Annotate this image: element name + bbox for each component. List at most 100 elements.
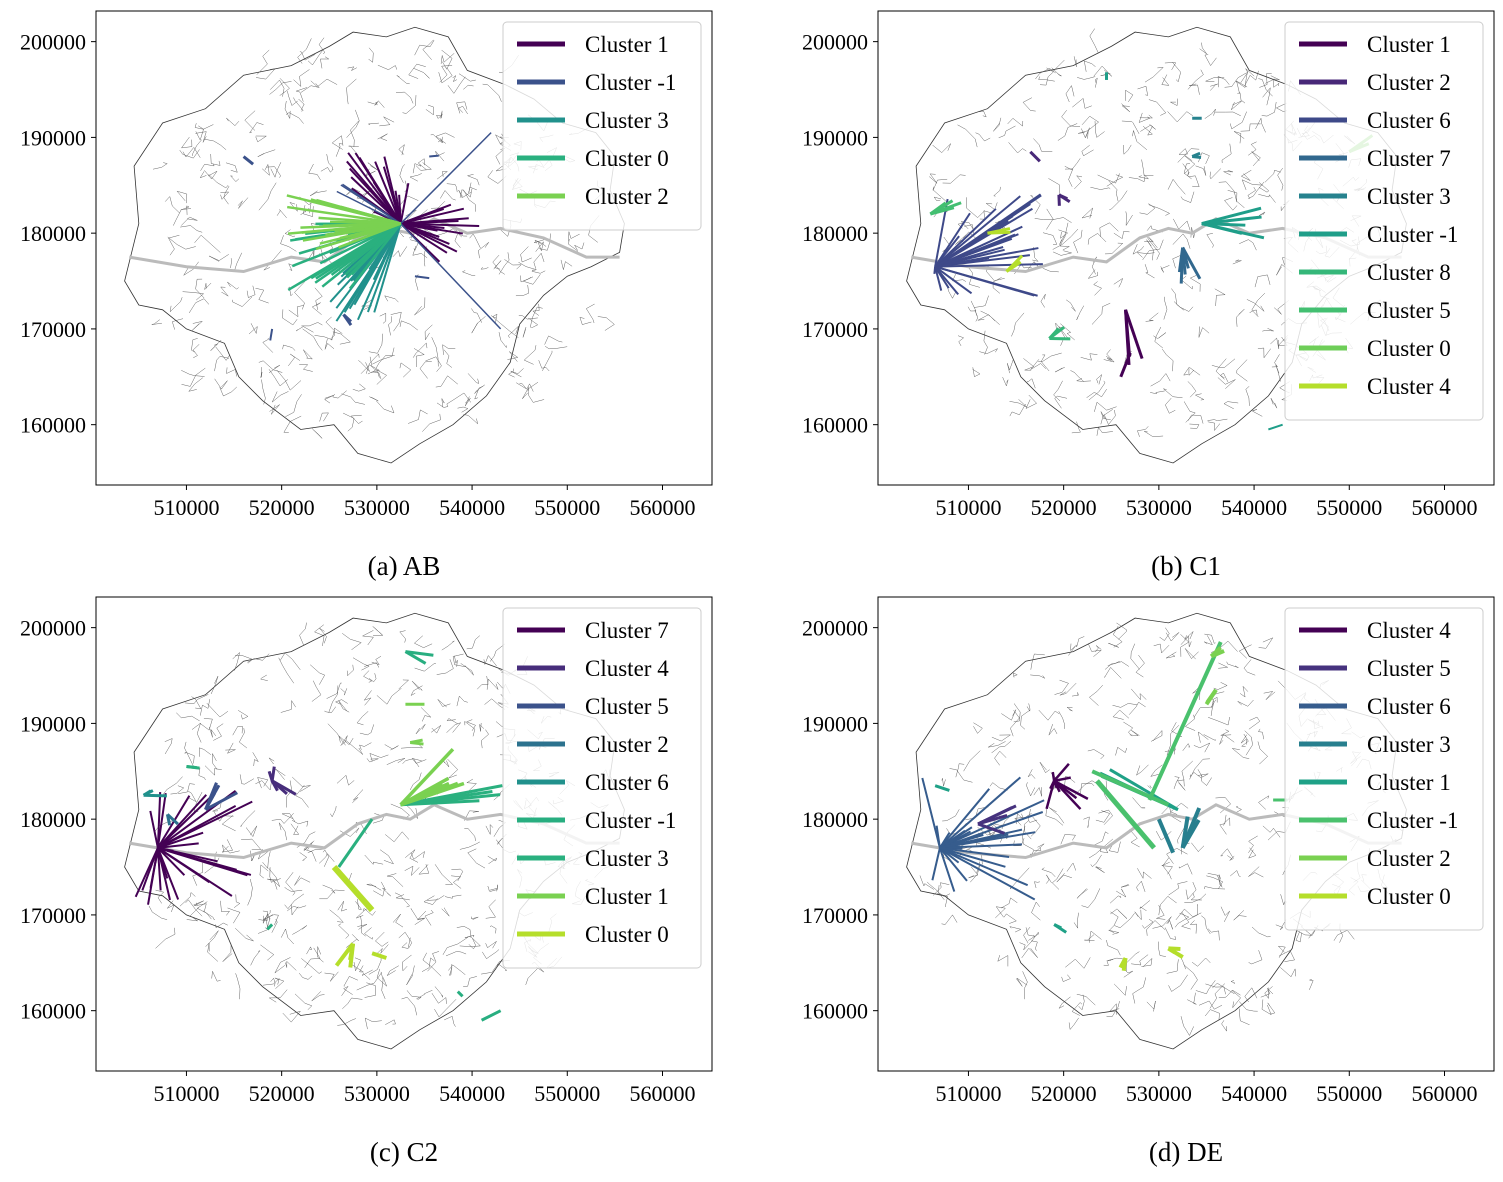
y-tick-label: 160000 (802, 999, 868, 1024)
flow-line (186, 766, 199, 768)
x-tick-label: 560000 (1411, 495, 1477, 520)
legend-label: Cluster 1 (585, 884, 669, 909)
flow-line (244, 157, 254, 165)
legend-label: Cluster 6 (585, 770, 669, 795)
x-tick-label: 540000 (439, 1081, 505, 1106)
flow-lines (922, 642, 1287, 971)
legend: Cluster 1 Cluster 2 Cluster 6 Cluster 7 Clus… (1285, 22, 1483, 420)
x-tick-label: 560000 (629, 1081, 695, 1106)
flow-lines (244, 133, 501, 341)
flow-line (458, 992, 463, 997)
x-tick-label: 520000 (249, 495, 315, 520)
x-tick-label: 530000 (1126, 1081, 1192, 1106)
y-tick-label: 200000 (802, 30, 868, 55)
legend-label: Cluster 2 (585, 732, 669, 757)
legend-label: Cluster 6 (1367, 108, 1451, 133)
flow-line (270, 329, 272, 340)
x-tick-label: 520000 (1031, 1081, 1097, 1106)
flow-line (1054, 781, 1080, 809)
legend-label: Cluster 3 (585, 108, 669, 133)
legend-label: Cluster 4 (1367, 374, 1451, 399)
flow-line (401, 133, 491, 224)
legend-label: Cluster 3 (1367, 732, 1451, 757)
x-tick-label: 510000 (153, 1081, 219, 1106)
x-tick-label: 510000 (935, 1081, 1001, 1106)
y-tick-label: 170000 (802, 903, 868, 928)
panel-caption: (b) C1 (1151, 551, 1221, 581)
flow-line (1181, 248, 1182, 284)
y-tick-label: 170000 (802, 317, 868, 342)
flow-line (922, 778, 940, 848)
flow-line (482, 1011, 501, 1021)
x-tick-label: 560000 (1411, 1081, 1477, 1106)
flow-line (429, 156, 439, 157)
flow-line (935, 786, 949, 791)
panel-caption: (a) AB (368, 551, 441, 581)
flow-line (932, 848, 939, 880)
flow-line (934, 267, 935, 274)
legend-label: Cluster 7 (585, 618, 669, 643)
legend-label: Cluster 3 (585, 846, 669, 871)
y-tick-label: 190000 (802, 125, 868, 150)
legend-label: Cluster 0 (1367, 336, 1451, 361)
x-tick-label: 560000 (629, 495, 695, 520)
legend-label: Cluster 4 (1367, 618, 1451, 643)
x-tick-label: 540000 (1221, 1081, 1287, 1106)
legend-label: Cluster 8 (1367, 260, 1451, 285)
legend-label: Cluster 2 (1367, 846, 1451, 871)
legend-label: Cluster 7 (1367, 146, 1451, 171)
flow-line (1268, 425, 1282, 430)
panel-caption: (c) C2 (370, 1137, 438, 1167)
legend-label: Cluster 2 (1367, 70, 1451, 95)
legend-label: Cluster 0 (585, 922, 669, 947)
legend-label: Cluster -1 (1367, 808, 1458, 833)
y-tick-label: 180000 (20, 221, 86, 246)
flow-line (1149, 642, 1220, 800)
y-tick-label: 180000 (20, 807, 86, 832)
legend-label: Cluster 6 (1367, 694, 1451, 719)
flow-line (269, 771, 272, 781)
flow-line (1054, 924, 1061, 928)
legend-label: Cluster -1 (585, 70, 676, 95)
legend-label: Cluster 5 (1367, 656, 1451, 681)
x-tick-label: 530000 (344, 495, 410, 520)
y-tick-label: 200000 (802, 616, 868, 641)
x-tick-label: 510000 (935, 495, 1001, 520)
flow-line (372, 953, 386, 958)
x-tick-label: 550000 (1316, 1081, 1382, 1106)
flow-line (415, 276, 429, 278)
x-tick-label: 520000 (1031, 495, 1097, 520)
flow-line (940, 848, 1006, 867)
x-tick-label: 510000 (153, 495, 219, 520)
legend: Cluster 7 Cluster 4 Cluster 5 Cluster 2 Clus… (503, 608, 701, 968)
x-tick-label: 520000 (249, 1081, 315, 1106)
x-tick-label: 540000 (1221, 495, 1287, 520)
legend-label: Cluster 4 (585, 656, 669, 681)
flow-line (1030, 152, 1040, 162)
legend-label: Cluster 5 (585, 694, 669, 719)
flow-line (350, 944, 353, 968)
legend-label: Cluster 2 (585, 184, 669, 209)
panel-caption: (d) DE (1149, 1137, 1223, 1167)
x-tick-label: 540000 (439, 495, 505, 520)
legend-label: Cluster 1 (585, 32, 669, 57)
legend-label: Cluster 1 (1367, 770, 1451, 795)
x-tick-label: 530000 (1126, 495, 1192, 520)
flow-line (940, 800, 1044, 848)
x-tick-label: 550000 (534, 495, 600, 520)
legend-label: Cluster 3 (1367, 184, 1451, 209)
flow-line (144, 795, 167, 796)
legend: Cluster 4 Cluster 5 Cluster 6 Cluster 3 Clus… (1285, 608, 1483, 930)
x-tick-label: 530000 (344, 1081, 410, 1106)
y-tick-label: 190000 (20, 711, 86, 736)
legend-label: Cluster -1 (1367, 222, 1458, 247)
panel-4: 510000 520000 530000 540000 550000 560000 2000… (802, 597, 1494, 1167)
x-tick-label: 550000 (534, 1081, 600, 1106)
legend-label: Cluster 1 (1367, 32, 1451, 57)
legend-label: Cluster 5 (1367, 298, 1451, 323)
legend-label: Cluster 0 (1367, 884, 1451, 909)
